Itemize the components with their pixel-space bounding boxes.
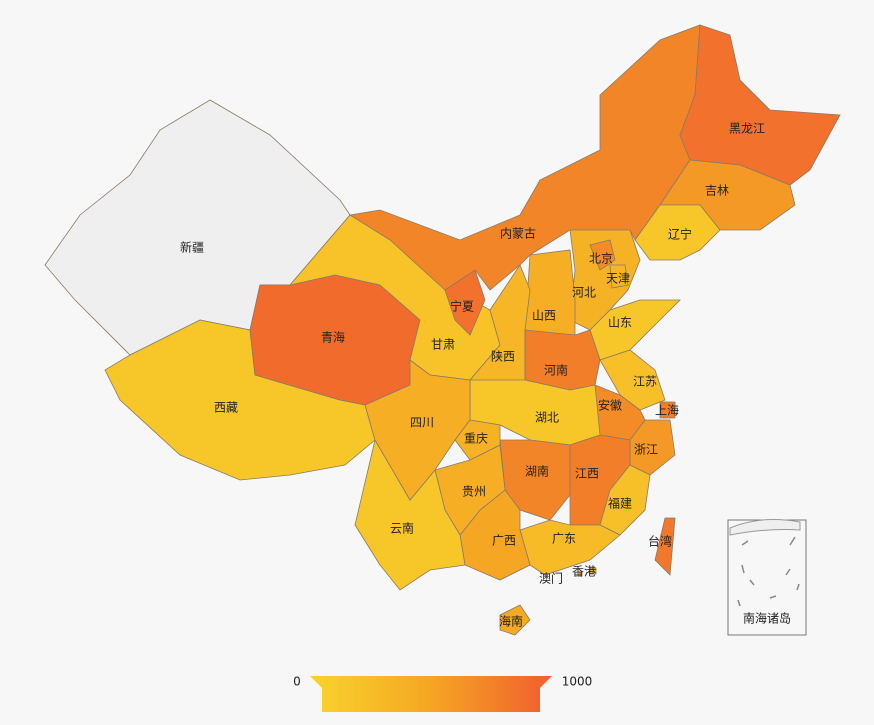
- inset-label: 南海诸岛: [743, 611, 791, 626]
- region-label: 山西: [532, 309, 556, 323]
- region-label: 澳门: [539, 571, 563, 586]
- region-label: 江苏: [633, 375, 657, 389]
- region[interactable]: [577, 571, 583, 577]
- region-label: 广西: [492, 534, 516, 548]
- region-label: 广东: [552, 532, 576, 546]
- region[interactable]: [659, 401, 676, 419]
- region-label: 青海: [321, 330, 345, 345]
- region-label: 安徽: [598, 398, 622, 413]
- inset: 南海诸岛: [727, 519, 807, 636]
- max-handle[interactable]: [540, 676, 552, 688]
- region-label: 台湾: [648, 534, 672, 549]
- region-label: 西藏: [214, 401, 238, 415]
- region[interactable]: [524, 329, 601, 391]
- inset-islands: [737, 536, 800, 607]
- region-label: 河北: [572, 286, 596, 300]
- region-label: 陕西: [491, 349, 515, 364]
- region-label: 贵州: [462, 485, 486, 499]
- region[interactable]: [634, 204, 721, 261]
- region-label: 黑龙江: [729, 122, 765, 136]
- min-label: 0: [293, 675, 301, 689]
- labels: 新疆西藏 青海甘肃 宁夏 内蒙古 黑龙江吉林辽宁河北 北京天津山西山东陕西河南江苏安徽 上海…: [180, 122, 765, 629]
- region-label: 宁夏: [450, 299, 474, 314]
- region-label: 重庆: [464, 432, 488, 446]
- region[interactable]: [589, 567, 597, 575]
- region[interactable]: [454, 419, 501, 461]
- region-label: 江西: [575, 467, 599, 481]
- region-label: 辽宁: [668, 227, 692, 242]
- max-label: 1000: [562, 675, 593, 689]
- inset-coast: [729, 519, 801, 536]
- region[interactable]: [519, 519, 621, 576]
- region-label: 河南: [544, 363, 568, 378]
- region-label: 湖北: [535, 410, 559, 425]
- region-label: 甘肃: [431, 338, 455, 352]
- region-label: 福建: [608, 496, 632, 511]
- region-label: 香港: [572, 565, 596, 579]
- region-label: 四川: [410, 416, 434, 430]
- region-label: 上海: [655, 403, 679, 418]
- region-label: 海南: [499, 614, 523, 629]
- region-label: 浙江: [634, 443, 658, 457]
- region-label: 北京: [589, 252, 613, 266]
- region[interactable]: [654, 517, 676, 576]
- regions: [44, 24, 841, 636]
- min-handle[interactable]: [310, 676, 322, 688]
- region-label: 湖南: [525, 464, 549, 479]
- region-label: 天津: [606, 272, 630, 286]
- region[interactable]: [499, 604, 531, 636]
- region[interactable]: [589, 239, 616, 271]
- region-label: 云南: [390, 521, 414, 536]
- region-label: 吉林: [705, 184, 729, 198]
- visual-map[interactable]: 0 1000: [293, 675, 592, 713]
- region-label: 内蒙古: [500, 226, 536, 241]
- region[interactable]: [609, 264, 629, 289]
- region[interactable]: [679, 24, 841, 186]
- region-label: 山东: [608, 316, 632, 330]
- color-bar: [322, 676, 540, 712]
- region-label: 新疆: [180, 240, 204, 255]
